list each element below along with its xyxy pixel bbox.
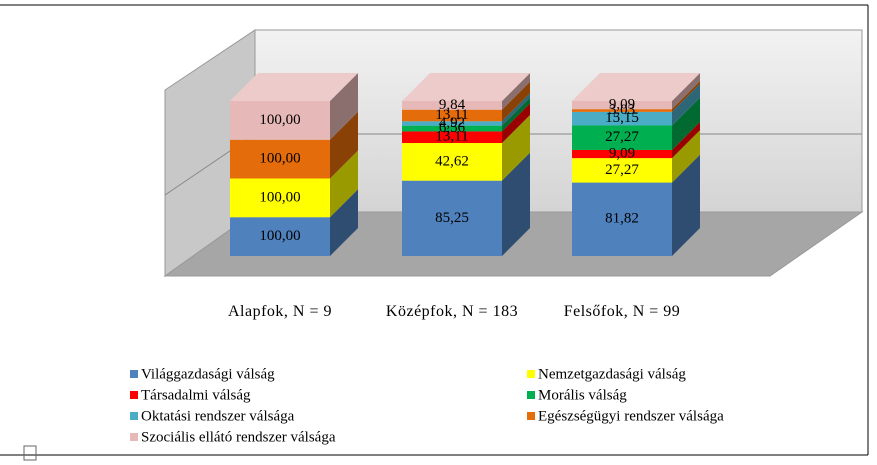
bar-top bbox=[230, 73, 358, 101]
bar-top bbox=[402, 73, 530, 101]
bar-segment-side bbox=[502, 152, 530, 256]
bar-segment bbox=[572, 149, 672, 159]
data-label: 42,62 bbox=[435, 153, 469, 169]
data-label: 100,00 bbox=[259, 189, 300, 205]
data-label: 85,25 bbox=[435, 210, 469, 226]
bar-segment-side bbox=[672, 81, 700, 112]
data-label: 100,00 bbox=[259, 228, 300, 244]
data-label: 27,27 bbox=[605, 129, 639, 145]
bar-segment bbox=[572, 125, 672, 150]
bar-segment-side bbox=[330, 73, 358, 140]
data-label: 9,09 bbox=[609, 145, 635, 161]
bar-segment bbox=[572, 111, 672, 126]
bar-segment bbox=[572, 101, 672, 110]
bar-segment bbox=[572, 158, 672, 183]
bar-segment bbox=[402, 109, 502, 122]
data-label: 9,84 bbox=[439, 97, 466, 113]
bar-segment-side bbox=[672, 121, 700, 159]
legend-marker bbox=[527, 412, 535, 420]
bar-segment bbox=[402, 180, 502, 256]
data-label: 15,15 bbox=[605, 110, 639, 126]
bar-segment bbox=[230, 217, 330, 256]
bar-segment-side bbox=[672, 97, 700, 150]
data-label: 100,00 bbox=[259, 112, 300, 128]
bar-segment bbox=[402, 125, 502, 132]
bar-segment-side bbox=[330, 111, 358, 179]
bar-segment-side bbox=[672, 154, 700, 256]
data-label: 27,27 bbox=[605, 162, 639, 178]
checkbox-icon bbox=[23, 445, 37, 461]
bar-segment-side bbox=[502, 103, 530, 144]
legend-label: Nemzetgazdasági válság bbox=[538, 366, 686, 382]
data-label: 13,11 bbox=[435, 107, 468, 123]
bar-segment bbox=[402, 101, 502, 110]
data-label: 3,03 bbox=[609, 102, 635, 118]
bar-top bbox=[572, 73, 700, 101]
bar-segment-side bbox=[502, 81, 530, 122]
data-label: 13,11 bbox=[435, 129, 468, 145]
legend-label: Egészségügyi rendszer válsága bbox=[538, 408, 724, 424]
legend-label: Világgazdasági válság bbox=[141, 366, 275, 382]
bar-segment-side bbox=[330, 189, 358, 256]
bar-segment bbox=[402, 131, 502, 144]
data-label: 6,56 bbox=[439, 120, 466, 136]
bar-segment-side bbox=[672, 83, 700, 126]
bar-segment-side bbox=[330, 150, 358, 218]
legend-label: Társadalmi válság bbox=[141, 387, 251, 403]
x-tick-label: Középfok, N = 183 bbox=[385, 303, 519, 320]
bar-segment bbox=[230, 178, 330, 218]
x-tick-label: Felsőfok, N = 99 bbox=[563, 303, 681, 320]
bar-segment bbox=[402, 143, 502, 181]
bar-segment bbox=[572, 182, 672, 256]
data-label: 81,82 bbox=[605, 211, 639, 227]
x-tick-label: Alapfok, N = 9 bbox=[227, 303, 332, 320]
legend-marker bbox=[130, 412, 138, 420]
bar-segment-side bbox=[672, 130, 700, 183]
bar-segment bbox=[402, 121, 502, 126]
legend-marker bbox=[130, 433, 138, 441]
data-label: 9,09 bbox=[609, 97, 635, 113]
legend-label: Oktatási rendszer válsága bbox=[141, 408, 295, 424]
bar-segment-side bbox=[502, 97, 530, 132]
legend-label: Szociális ellátó rendszer válsága bbox=[141, 429, 336, 445]
bar-segment-side bbox=[502, 115, 530, 181]
bar-segment bbox=[230, 101, 330, 140]
legend-marker bbox=[527, 391, 535, 399]
bar-segment-side bbox=[672, 73, 700, 110]
legend-marker bbox=[130, 370, 138, 378]
bar-segment bbox=[572, 109, 672, 112]
bar-segment bbox=[230, 139, 330, 179]
data-label: 4,92 bbox=[439, 115, 465, 131]
bar-segment-side bbox=[502, 93, 530, 126]
bar-segment-side bbox=[502, 73, 530, 110]
legend-label: Morális válság bbox=[538, 387, 627, 403]
legend-marker bbox=[130, 391, 138, 399]
legend-marker bbox=[527, 370, 535, 378]
data-label: 100,00 bbox=[259, 151, 300, 167]
